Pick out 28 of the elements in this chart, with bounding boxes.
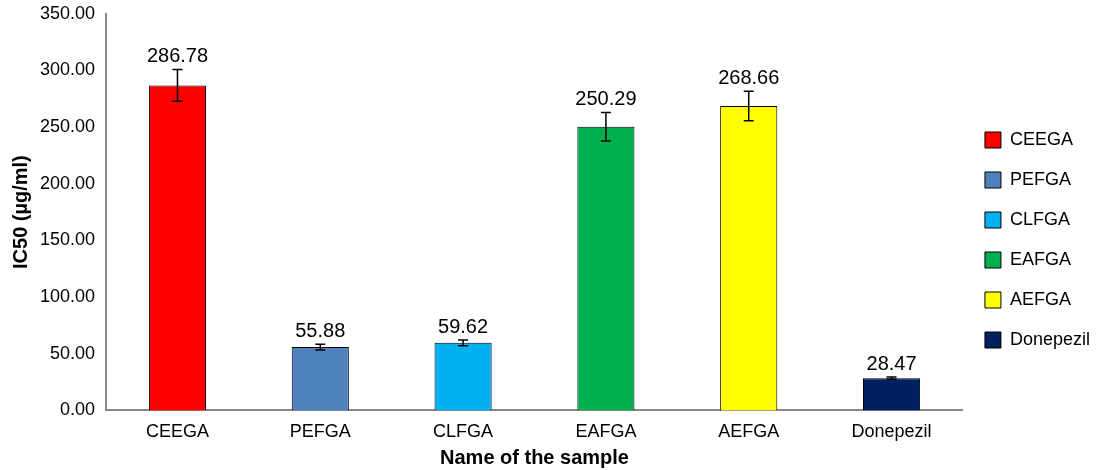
legend-label: CLFGA [1009,208,1070,229]
x-tick-label: Donepezil [851,421,932,442]
legend-label: CEEGA [1009,128,1073,149]
y-axis-title: IC50 (µg/ml) [8,155,31,269]
data-label: 286.78 [146,44,209,67]
y-tick-label: 350.00 [39,2,96,23]
y-tick-label: 300.00 [39,59,96,80]
data-label: 268.66 [718,65,780,88]
x-tick-label: PEFGA [289,421,351,442]
x-tick-label: EAFGA [575,421,637,442]
data-label: 28.47 [866,351,917,374]
x-tick-label: CLFGA [433,421,494,442]
data-label: 250.29 [575,87,637,110]
y-tick-label: 200.00 [39,172,96,193]
x-axis-title: Name of the sample [440,445,629,468]
y-tick-label: 0.00 [60,399,96,420]
legend-label: EAFGA [1009,248,1071,269]
data-label: 59.62 [438,314,489,337]
x-tick-label: AEFGA [718,421,780,442]
data-label: 55.88 [295,318,346,341]
y-tick-label: 150.00 [39,229,96,250]
legend-label: PEFGA [1009,168,1071,189]
legend-label: AEFGA [1009,288,1071,309]
y-tick-label: 250.00 [39,116,96,137]
y-tick-label: 100.00 [39,286,96,307]
y-tick-label: 50.00 [50,342,96,363]
legend-label: Donepezil [1009,328,1091,349]
x-tick-label: CEEGA [145,421,209,442]
